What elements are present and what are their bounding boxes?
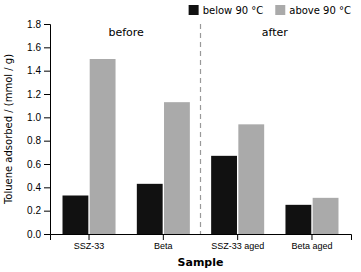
y-tick-label: 0.6	[27, 159, 41, 170]
x-tick-mark	[89, 234, 90, 240]
bars	[63, 59, 339, 234]
y-tick: 0.2	[27, 205, 50, 216]
x-axis-title: Sample	[178, 256, 224, 269]
bar	[90, 59, 116, 234]
bar	[285, 205, 311, 234]
y-tick-mark	[44, 164, 50, 165]
y-tick-mark	[44, 187, 50, 188]
bar	[238, 124, 264, 234]
legend-label: above 90 °C	[289, 5, 351, 16]
y-tick-mark	[44, 94, 50, 95]
y-tick-label: 1.2	[27, 89, 41, 100]
divider	[200, 24, 201, 234]
legend: below 90 °C above 90 °C	[189, 5, 351, 16]
x-tick-mark	[237, 234, 238, 240]
x-axis-line	[51, 235, 352, 241]
y-tick-mark	[44, 71, 50, 72]
bar	[211, 156, 237, 234]
legend-item: above 90 °C	[275, 5, 351, 16]
y-tick: 1.0	[27, 112, 50, 123]
y-tick: 0.6	[27, 159, 50, 170]
x-tick: SSZ-33 aged	[211, 234, 264, 251]
y-axis-title: Toluene adsorbed / (mmol / g)	[3, 54, 14, 205]
x-tick: SSZ-33	[74, 234, 105, 251]
y-tick: 1.4	[27, 65, 50, 76]
x-tick-label: SSZ-33 aged	[211, 241, 264, 251]
y-tick-label: 1.8	[27, 19, 41, 30]
x-tick: Beta aged	[291, 234, 332, 251]
y-tick-mark	[44, 141, 50, 142]
y-tick-label: 0.2	[27, 205, 41, 216]
y-tick-mark	[44, 234, 50, 235]
bar	[313, 198, 339, 234]
y-tick-label: 1.4	[27, 65, 41, 76]
x-tick-mark	[163, 234, 164, 240]
y-tick-label: 1.6	[27, 42, 41, 53]
y-tick: 1.6	[27, 42, 50, 53]
y-tick-label: 1.0	[27, 112, 41, 123]
x-tick-label: Beta aged	[291, 241, 332, 251]
annotation: after	[262, 26, 289, 39]
y-tick: 0.0	[27, 229, 50, 240]
x-tick-label: SSZ-33	[74, 241, 105, 251]
chart: 0.0 0.2 0.4 0.6 0.8 1.0 1.2 1.4 1.6 1.8 SSZ-33 Beta…	[0, 0, 361, 272]
legend-swatch	[189, 5, 199, 15]
bar	[164, 102, 190, 234]
bar	[137, 184, 163, 234]
y-tick-label: 0.4	[27, 182, 41, 193]
y-tick: 0.8	[27, 135, 50, 146]
y-tick-mark	[44, 47, 50, 48]
y-tick-mark	[44, 24, 50, 25]
x-axis: SSZ-33 Beta SSZ-33 aged Beta aged	[51, 234, 352, 251]
legend-swatch	[275, 5, 285, 15]
x-tick-label: Beta	[154, 241, 173, 251]
y-tick-mark	[44, 117, 50, 118]
y-tick: 1.8	[27, 19, 50, 30]
annotation: before	[108, 26, 144, 39]
y-tick-label: 0.8	[27, 135, 41, 146]
plot: 0.0 0.2 0.4 0.6 0.8 1.0 1.2 1.4 1.6 1.8 SSZ-33 Beta…	[27, 19, 351, 252]
y-tick-mark	[44, 211, 50, 212]
y-tick: 1.2	[27, 89, 50, 100]
x-tick-mark	[311, 234, 312, 240]
bar	[63, 196, 89, 235]
y-axis: 0.0 0.2 0.4 0.6 0.8 1.0 1.2 1.4 1.6 1.8	[27, 19, 50, 240]
y-axis-line	[44, 25, 51, 235]
legend-item: below 90 °C	[189, 5, 264, 16]
legend-label: below 90 °C	[203, 5, 264, 16]
y-tick: 0.4	[27, 182, 50, 193]
y-tick-label: 0.0	[27, 229, 41, 240]
x-tick: Beta	[154, 234, 173, 251]
